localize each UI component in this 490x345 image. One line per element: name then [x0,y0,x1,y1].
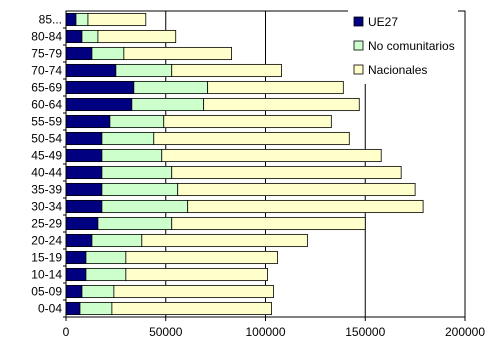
bar-10-14-no-comunitarios [85,267,127,282]
bar-75-79-no-comunitarios [91,46,125,61]
legend-label: Nacionales [368,63,427,77]
bar-55-59-no-comunitarios [109,114,165,129]
x-tick-label: 0 [63,325,70,339]
bar-80-84-nacionales [97,29,177,44]
legend-label: UE27 [368,15,398,29]
legend-swatch-ue27 [353,16,364,27]
bar-35-39-no-comunitarios [101,182,179,197]
bar-0-04-ue27 [65,301,81,316]
bar-10-14-nacionales [125,267,268,282]
bar-85...-no-comunitarios [75,12,89,27]
y-tick-label: 25-29 [31,217,62,231]
bar-25-29-no-comunitarios [97,216,173,231]
bar-25-29-ue27 [65,216,99,231]
bar-80-84-no-comunitarios [81,29,99,44]
bar-60-64-ue27 [65,97,133,112]
bar-25-29-nacionales [171,216,366,231]
y-tick-label: 45-49 [31,149,62,163]
bar-40-44-nacionales [171,165,402,180]
bar-0-04-no-comunitarios [79,301,113,316]
legend-swatch-no-comunitarios [353,40,364,51]
x-tick-label: 50000 [149,325,183,339]
bar-50-54-ue27 [65,131,103,146]
bar-35-39-ue27 [65,182,103,197]
bar-50-54-no-comunitarios [101,131,155,146]
bar-45-49-no-comunitarios [101,148,163,163]
bar-80-84-ue27 [65,29,83,44]
bar-75-79-nacionales [123,46,232,61]
bar-50-54-nacionales [153,131,350,146]
y-tick-label: 40-44 [31,166,62,180]
y-tick-label: 75-79 [31,47,62,61]
bar-20-24-no-comunitarios [91,233,143,248]
bar-15-19-no-comunitarios [85,250,127,265]
bar-45-49-nacionales [161,148,382,163]
x-tick-label: 100000 [245,325,285,339]
legend-label: No comunitarios [368,39,455,53]
bar-20-24-nacionales [141,233,308,248]
y-tick-label: 10-14 [31,268,62,282]
y-tick-label: 60-64 [31,98,62,112]
y-tick-label: 05-09 [31,285,62,299]
bar-65-69-no-comunitarios [133,80,209,95]
bar-30-34-nacionales [187,199,424,214]
y-tick-label: 35-39 [31,183,62,197]
bar-55-59-ue27 [65,114,111,129]
bar-85...-nacionales [87,12,147,27]
bar-35-39-nacionales [177,182,416,197]
bar-05-09-no-comunitarios [81,284,115,299]
y-tick-label: 85... [39,13,62,27]
y-tick-label: 50-54 [31,132,62,146]
bar-30-34-ue27 [65,199,103,214]
bar-65-69-nacionales [207,80,344,95]
bar-05-09-ue27 [65,284,83,299]
bar-85...-ue27 [65,12,77,27]
y-tick-label: 20-24 [31,234,62,248]
y-tick-label: 30-34 [31,200,62,214]
bar-70-74-no-comunitarios [115,63,173,78]
y-tick-label: 70-74 [31,64,62,78]
bar-40-44-no-comunitarios [101,165,173,180]
y-tick-label: 55-59 [31,115,62,129]
y-tick-label: 15-19 [31,251,62,265]
bar-70-74-nacionales [171,63,282,78]
legend-swatch-nacionales [353,64,364,75]
x-tick-label: 150000 [345,325,385,339]
bar-20-24-ue27 [65,233,93,248]
bar-30-34-no-comunitarios [101,199,189,214]
legend-background [348,10,458,84]
bar-60-64-nacionales [203,97,360,112]
bar-55-59-nacionales [163,114,332,129]
bar-15-19-nacionales [125,250,278,265]
bar-40-44-ue27 [65,165,103,180]
bar-70-74-ue27 [65,63,117,78]
bar-0-04-nacionales [111,301,272,316]
y-tick-label: 80-84 [31,30,62,44]
bar-60-64-no-comunitarios [131,97,205,112]
x-tick-label: 200000 [445,325,485,339]
y-tick-label: 0-04 [38,302,62,316]
bar-05-09-nacionales [113,284,274,299]
y-tick-label: 65-69 [31,81,62,95]
bar-10-14-ue27 [65,267,87,282]
bar-65-69-ue27 [65,80,135,95]
bar-45-49-ue27 [65,148,103,163]
bar-75-79-ue27 [65,46,93,61]
bar-15-19-ue27 [65,250,87,265]
